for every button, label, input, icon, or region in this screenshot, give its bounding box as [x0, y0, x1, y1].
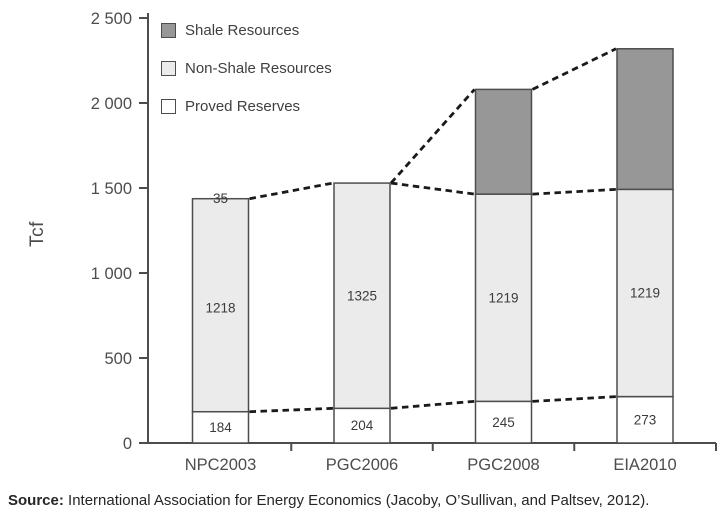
x-category-label: EIA2010: [613, 456, 676, 474]
dashed-connector-proved-top: [390, 399, 475, 410]
bar-segment-NPC2003-non_shale: [191, 197, 250, 413]
source-note: Source: International Association for En…: [8, 492, 649, 509]
dashed-connector-proved-top: [532, 395, 617, 403]
legend-item: Shale Resources: [161, 22, 332, 39]
legend-label: Proved Reserves: [185, 98, 301, 115]
bar-segment-EIA2010-non_shale: [616, 188, 674, 398]
x-category-label: NPC2003: [185, 456, 257, 474]
dashed-connector-non-shale-top: [390, 181, 475, 196]
stacked-bar-chart: 0 500 1 000 1 500 2 000 2 500 NPC2003 PGC2006 PG…: [91, 10, 717, 474]
legend-label: Shale Resources: [185, 22, 300, 39]
x-category-label: PGC2008: [467, 456, 539, 474]
y-tick-label: 2 000: [91, 95, 132, 113]
bar-segment-NPC2003-proved: [191, 410, 250, 444]
y-tick-label: 2 500: [91, 10, 132, 28]
bar-value-label-PGC2008: 1219: [488, 290, 518, 305]
legend-swatch-proved: [161, 99, 176, 114]
legend-item: Proved Reserves: [161, 98, 332, 115]
bar-value-label-NPC2003: 35: [213, 191, 228, 206]
bar-segment-EIA2010-proved: [616, 395, 674, 444]
chart-legend: Shale Resources Non-Shale Resources Proved…: [161, 22, 332, 137]
source-text: International Association for Energy Eco…: [63, 492, 650, 509]
bar-segment-PGC2008-shale: [474, 88, 533, 195]
bar-value-label-NPC2003: 1218: [205, 301, 235, 316]
bar-segment-PGC2008-proved: [474, 400, 533, 444]
dashed-connector-total-top: [249, 181, 334, 201]
dashed-connector-proved-top: [249, 406, 334, 414]
source-label: Source:: [8, 492, 64, 509]
y-tick-label: 1 500: [91, 180, 132, 198]
legend-swatch-non_shale: [161, 61, 176, 76]
y-tick-label: 1 000: [91, 265, 132, 283]
x-category-label: PGC2006: [326, 456, 398, 474]
legend-swatch-shale: [161, 23, 176, 38]
bar-value-label-PGC2006: 1325: [347, 288, 377, 303]
bar-value-label-EIA2010: 273: [634, 412, 657, 427]
bar-segment-PGC2008-non_shale: [474, 193, 533, 403]
bar-segment-PGC2006-non_shale: [333, 182, 391, 410]
bar-value-label-PGC2008: 245: [492, 415, 515, 430]
y-tick-label: 500: [104, 350, 132, 368]
bar-value-label-PGC2006: 204: [351, 418, 374, 433]
y-axis-title: Tcf: [27, 221, 48, 247]
dashed-connector-total-top: [389, 88, 476, 185]
dashed-connector-total-top: [531, 47, 617, 91]
dashed-connector-non-shale-top: [532, 187, 617, 196]
legend-label: Non-Shale Resources: [185, 60, 332, 77]
bar-value-label-NPC2003: 184: [209, 420, 232, 435]
legend-item: Non-Shale Resources: [161, 60, 332, 77]
bar-segment-EIA2010-shale: [616, 48, 674, 191]
chart-container: 0 500 1 000 1 500 2 000 2 500 NPC2003 PGC2006 PG…: [27, 10, 717, 474]
bar-value-label-EIA2010: 1219: [630, 286, 660, 301]
y-tick-label: 0: [123, 435, 132, 453]
